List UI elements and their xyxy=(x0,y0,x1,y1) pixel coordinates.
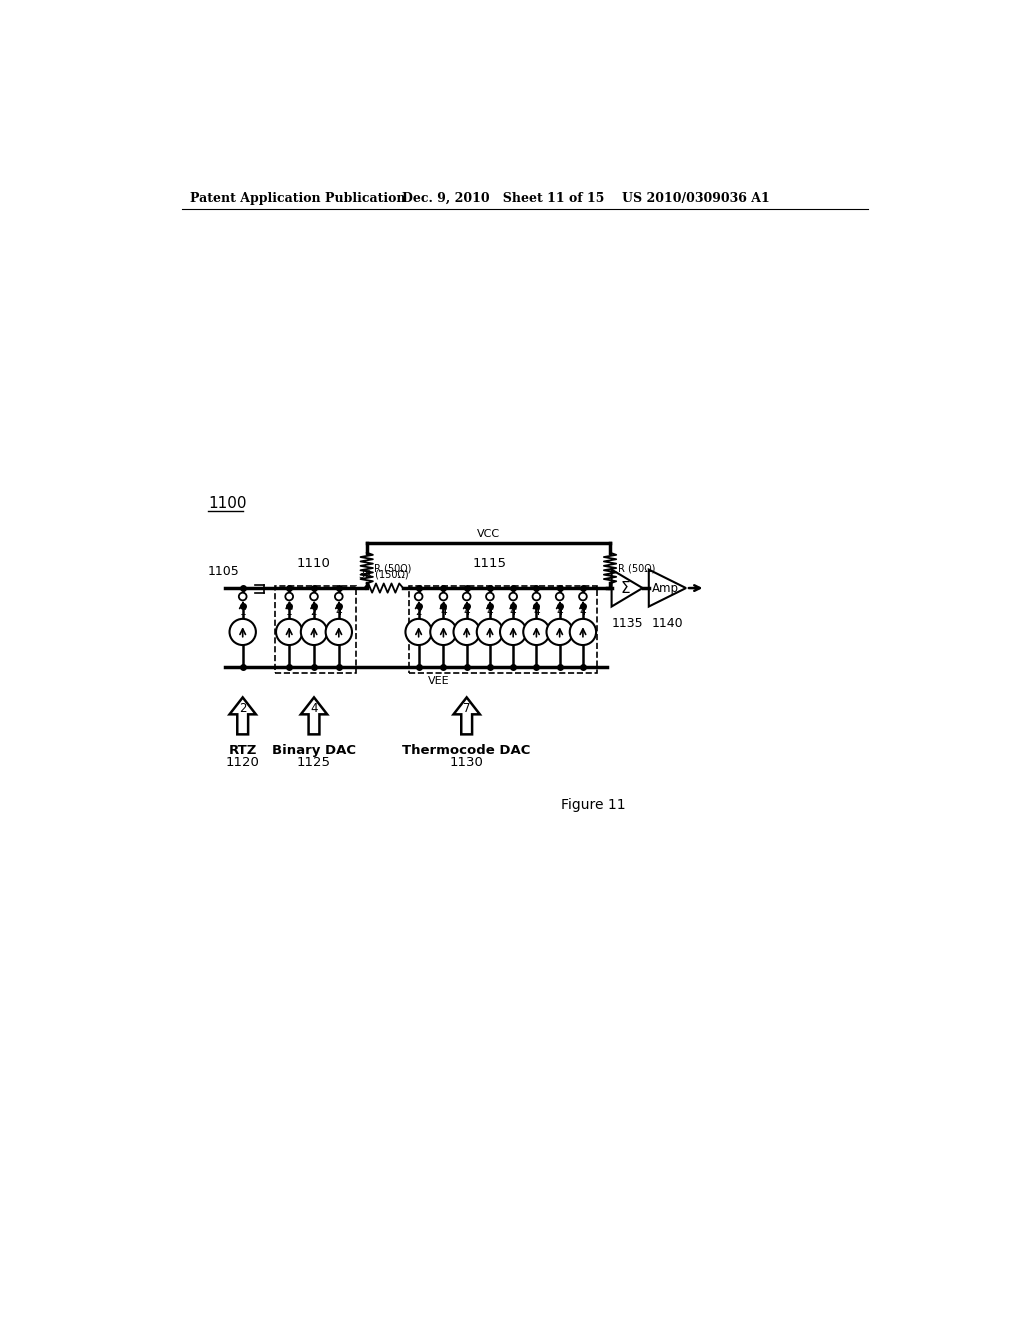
Text: 7: 7 xyxy=(463,702,470,715)
Text: Figure 11: Figure 11 xyxy=(561,799,626,812)
Text: VCC: VCC xyxy=(477,529,500,539)
Circle shape xyxy=(569,619,596,645)
Text: R (50Ω): R (50Ω) xyxy=(617,564,655,573)
Text: 1120: 1120 xyxy=(225,756,260,770)
Circle shape xyxy=(335,593,343,601)
Text: 4: 4 xyxy=(440,607,446,616)
Text: 4: 4 xyxy=(580,607,586,616)
Text: 1125: 1125 xyxy=(297,756,331,770)
Text: Σ: Σ xyxy=(621,581,631,595)
Circle shape xyxy=(239,593,247,601)
Circle shape xyxy=(463,593,471,601)
Text: RTZ: RTZ xyxy=(228,743,257,756)
Text: 1130: 1130 xyxy=(450,756,483,770)
Text: 2: 2 xyxy=(239,702,247,715)
Circle shape xyxy=(477,619,503,645)
Bar xyxy=(275,586,356,673)
Text: Thermocode DAC: Thermocode DAC xyxy=(402,743,530,756)
Text: 1135: 1135 xyxy=(611,618,643,631)
Text: R (50Ω): R (50Ω) xyxy=(375,564,412,573)
Circle shape xyxy=(523,619,550,645)
Text: 1105: 1105 xyxy=(208,565,240,578)
Circle shape xyxy=(547,619,572,645)
Text: Binary DAC: Binary DAC xyxy=(272,743,356,756)
Text: 1110: 1110 xyxy=(297,557,331,570)
Circle shape xyxy=(556,593,563,601)
Circle shape xyxy=(229,619,256,645)
Text: 4: 4 xyxy=(486,607,494,616)
Text: 4: 4 xyxy=(336,607,342,616)
Text: 2: 2 xyxy=(310,607,317,616)
Circle shape xyxy=(579,593,587,601)
Text: 4: 4 xyxy=(510,607,516,616)
Polygon shape xyxy=(454,697,480,734)
Text: Amp: Amp xyxy=(652,582,679,594)
Text: 1100: 1100 xyxy=(208,496,247,511)
Text: 1115: 1115 xyxy=(473,557,507,570)
Text: 4: 4 xyxy=(464,607,470,616)
Text: Patent Application Publication: Patent Application Publication xyxy=(190,191,406,205)
Circle shape xyxy=(286,593,293,601)
Circle shape xyxy=(500,619,526,645)
Circle shape xyxy=(276,619,302,645)
Text: 4: 4 xyxy=(534,607,540,616)
Polygon shape xyxy=(229,697,256,734)
Circle shape xyxy=(486,593,494,601)
Circle shape xyxy=(301,619,328,645)
Circle shape xyxy=(310,593,317,601)
Circle shape xyxy=(415,593,423,601)
Text: 4: 4 xyxy=(556,607,563,616)
Circle shape xyxy=(454,619,480,645)
Circle shape xyxy=(532,593,541,601)
Bar xyxy=(410,586,597,673)
Circle shape xyxy=(430,619,457,645)
Text: 1: 1 xyxy=(286,607,293,616)
Text: 4: 4 xyxy=(310,702,317,715)
Text: 1140: 1140 xyxy=(651,618,683,631)
Text: VEE: VEE xyxy=(428,676,450,686)
Text: 3R (150Ω): 3R (150Ω) xyxy=(359,570,409,579)
Text: Dec. 9, 2010   Sheet 11 of 15: Dec. 9, 2010 Sheet 11 of 15 xyxy=(401,191,604,205)
Text: 1: 1 xyxy=(240,607,246,616)
Circle shape xyxy=(406,619,432,645)
Circle shape xyxy=(509,593,517,601)
Circle shape xyxy=(326,619,352,645)
Text: 2: 2 xyxy=(416,607,422,616)
Polygon shape xyxy=(301,697,328,734)
Text: US 2010/0309036 A1: US 2010/0309036 A1 xyxy=(623,191,770,205)
Circle shape xyxy=(439,593,447,601)
